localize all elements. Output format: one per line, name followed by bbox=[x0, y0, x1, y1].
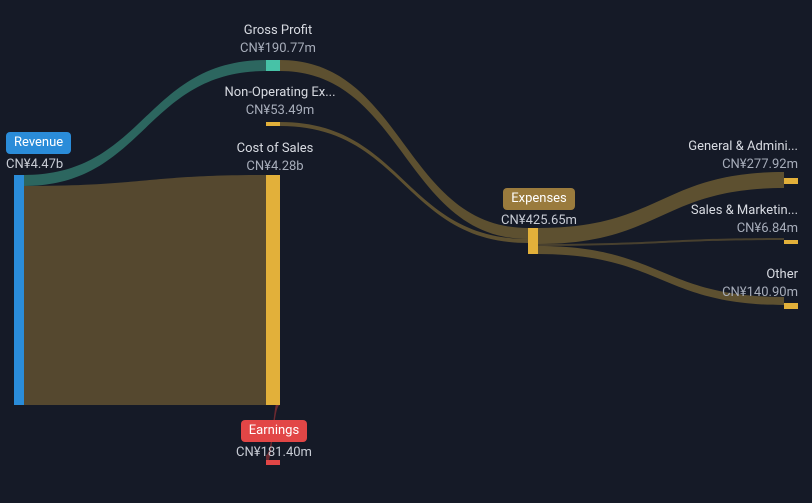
sankey-chart bbox=[0, 0, 812, 503]
